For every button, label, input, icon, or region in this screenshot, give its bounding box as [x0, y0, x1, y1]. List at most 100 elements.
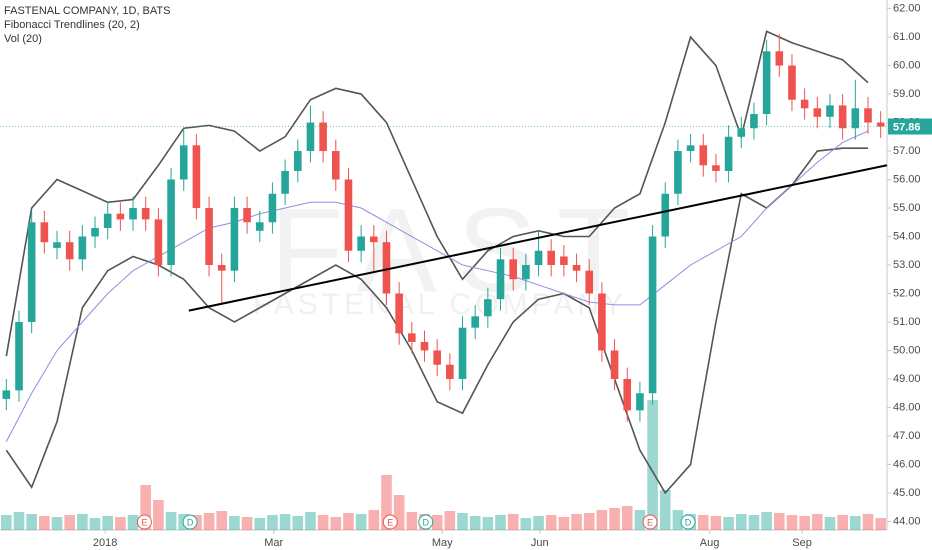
- candle-body: [433, 350, 441, 365]
- y-tick-label: 57.00: [893, 145, 921, 157]
- indicator-label: Fibonacci Trendlines (20, 2): [4, 19, 140, 31]
- candle-body: [610, 350, 619, 379]
- candle-body: [65, 242, 74, 260]
- volume-bar: [64, 515, 76, 530]
- volume-bar: [748, 515, 760, 530]
- x-tick-label: Jun: [531, 537, 549, 549]
- volume-bar: [51, 517, 63, 530]
- y-tick-label: 60.00: [893, 59, 921, 71]
- volume-bar: [153, 500, 164, 530]
- candle-body: [344, 179, 353, 251]
- y-tick-label: 48.00: [893, 401, 921, 413]
- event-marker: [418, 514, 434, 530]
- volume-bar: [621, 506, 633, 530]
- volume-bar: [545, 515, 557, 530]
- volume-bar: [393, 495, 405, 530]
- candle-body: [661, 193, 670, 237]
- volume-bar: [267, 515, 278, 530]
- volume-bar: [672, 510, 684, 530]
- event-label: E: [141, 517, 147, 527]
- volume-bar: [647, 400, 658, 530]
- volume-bar: [634, 510, 646, 530]
- volume-bar: [140, 485, 152, 530]
- y-tick-label: 53.00: [893, 259, 921, 271]
- volume-bar: [659, 490, 671, 530]
- candle-body: [293, 151, 302, 171]
- volume-bar: [837, 515, 848, 530]
- candle-body: [15, 321, 23, 391]
- candle-body: [484, 299, 492, 317]
- volume-bar: [305, 512, 316, 530]
- y-tick-label: 52.00: [893, 287, 921, 299]
- volume-bar: [710, 516, 722, 530]
- candle-body: [205, 208, 213, 265]
- volume-bar: [165, 512, 177, 530]
- candle-body: [788, 65, 796, 100]
- indicator-label: Vol (20): [4, 33, 42, 45]
- x-tick-label: Sep: [792, 537, 812, 549]
- x-tick-label: Aug: [700, 537, 720, 549]
- y-tick-label: 62.00: [893, 2, 921, 14]
- event-label: D: [685, 517, 692, 527]
- candle-body: [813, 108, 822, 117]
- event-label: E: [387, 517, 393, 527]
- candle-body: [306, 122, 315, 152]
- event-marker: [182, 514, 198, 530]
- volume-bar: [355, 514, 367, 530]
- y-tick-label: 61.00: [893, 31, 921, 43]
- x-tick-label: Mar: [264, 537, 283, 549]
- volume-bar: [317, 515, 329, 530]
- candle-body: [534, 250, 543, 265]
- candle-body: [572, 265, 581, 271]
- y-tick-label: 49.00: [893, 373, 921, 385]
- volume-bar: [761, 512, 772, 530]
- candle-body: [192, 145, 201, 209]
- volume-bar: [254, 518, 266, 530]
- candle-body: [560, 256, 568, 265]
- candle-body: [623, 378, 632, 411]
- indicator-line: [5, 130, 869, 442]
- candle-body: [408, 333, 416, 342]
- candle-body: [319, 122, 327, 152]
- last-price-label: 57.86: [893, 121, 921, 133]
- volume-bar: [330, 517, 342, 530]
- last-price-box: [888, 118, 932, 135]
- candle-body: [712, 165, 720, 171]
- watermark-subtitle: FASTENAL COMPANY: [253, 288, 627, 321]
- volume-bar: [127, 515, 139, 530]
- volume-bar: [368, 510, 380, 530]
- y-tick-label: 44.00: [893, 515, 921, 527]
- volume-bar: [735, 514, 747, 530]
- candle-body: [876, 122, 885, 127]
- volume-bar: [26, 514, 38, 530]
- volume-bar: [558, 517, 570, 530]
- y-tick-label: 45.00: [893, 487, 921, 499]
- candle-body: [509, 259, 517, 280]
- volume-bar: [469, 516, 481, 530]
- event-label: D: [187, 517, 194, 527]
- candle-body: [243, 208, 251, 223]
- volume-bar: [773, 513, 785, 530]
- volume-bar: [849, 516, 861, 530]
- volume-bar: [799, 516, 810, 530]
- volume-bar: [533, 516, 544, 530]
- candle-body: [674, 151, 682, 194]
- candle-body: [648, 236, 657, 394]
- indicator-line: [5, 30, 869, 357]
- candle-body: [775, 51, 784, 66]
- volume-bar: [279, 514, 291, 530]
- volume-bar: [583, 513, 595, 530]
- y-tick-label: 47.00: [893, 430, 921, 442]
- volume-bar: [444, 511, 456, 530]
- candle-body: [382, 242, 391, 294]
- candle-body: [826, 105, 834, 117]
- candle-body: [91, 227, 99, 237]
- volume-bar: [723, 517, 734, 530]
- volume-bar: [786, 515, 798, 530]
- candle-body: [420, 341, 429, 351]
- volume-bar: [381, 475, 392, 530]
- candle-body: [40, 222, 49, 243]
- volume-bar: [811, 514, 823, 530]
- event-label: E: [647, 517, 653, 527]
- candle-body: [167, 179, 175, 265]
